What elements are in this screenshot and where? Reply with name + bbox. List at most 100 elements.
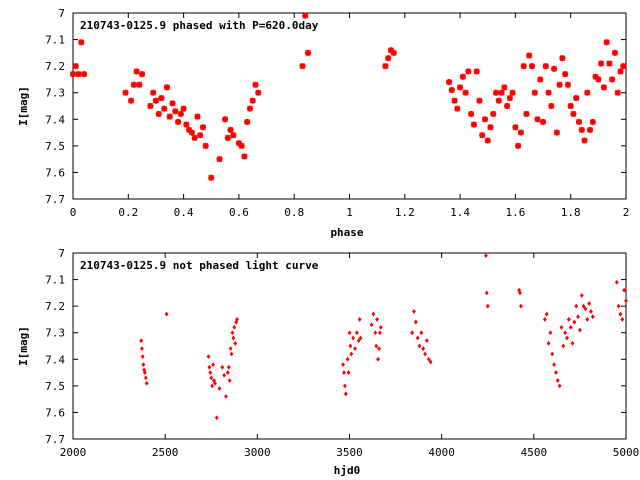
y-tick-label: 7.4	[45, 113, 65, 126]
data-point	[175, 118, 182, 125]
data-point	[468, 110, 475, 117]
data-point	[620, 317, 625, 322]
data-point	[512, 124, 519, 131]
data-point	[581, 303, 586, 309]
data-point	[211, 362, 216, 367]
y-tick-label: 7	[58, 247, 65, 260]
data-point	[553, 129, 560, 136]
data-point	[548, 103, 555, 109]
data-point	[556, 81, 563, 88]
data-point	[390, 49, 397, 56]
data-point	[343, 391, 348, 397]
data-point	[227, 126, 234, 133]
x-tick-label: 1.4	[450, 206, 470, 219]
y-tick-label: 7.2	[45, 300, 65, 313]
data-point	[574, 303, 579, 309]
data-point	[214, 415, 219, 421]
chart-panel-phased: 0 0.2 0.4 0.6 0.8 1 1.2 1.4 1.6 1.8 2 7 7.1 7.2 7.3 7.4…	[17, 7, 629, 239]
data-point	[382, 63, 389, 70]
data-point	[348, 343, 353, 349]
data-point	[587, 301, 592, 306]
data-point	[576, 314, 580, 320]
x-tick-label: 1	[346, 206, 353, 219]
x-tick-label: 1.2	[395, 206, 415, 219]
x-axis-label: hjd0	[334, 464, 361, 477]
data-point	[465, 68, 472, 75]
data-point	[354, 330, 359, 336]
data-point	[581, 137, 588, 144]
data-point	[347, 330, 352, 336]
data-point	[564, 81, 571, 88]
data-point	[575, 118, 582, 125]
x-tick-label: 2000	[60, 446, 87, 459]
data-point	[142, 367, 147, 373]
data-point	[518, 290, 522, 296]
data-point	[345, 356, 350, 362]
data-point	[241, 153, 248, 160]
data-point	[451, 97, 458, 104]
data-point	[490, 110, 497, 117]
data-point	[622, 287, 627, 293]
data-point	[526, 52, 533, 59]
data-point	[155, 110, 162, 117]
data-point	[537, 76, 544, 83]
data-point	[523, 110, 530, 117]
x-tick-label: 0.4	[174, 206, 194, 219]
data-point	[302, 12, 309, 19]
x-tick-label: 1.8	[561, 206, 581, 219]
y-axis-label: I[mag]	[17, 86, 30, 126]
data-point	[473, 68, 480, 75]
data-point	[531, 89, 538, 96]
data-point	[589, 118, 596, 125]
x-tick-label: 0.2	[118, 206, 138, 219]
data-point	[579, 293, 584, 298]
data-point	[483, 253, 488, 259]
data-point	[81, 71, 88, 78]
data-points	[70, 12, 627, 181]
y-tick-label: 7.3	[45, 87, 65, 100]
data-point	[585, 317, 590, 322]
data-point	[349, 351, 354, 357]
data-point	[206, 354, 211, 360]
data-point	[164, 311, 169, 317]
data-point	[540, 118, 547, 125]
x-tick-label: 2	[623, 206, 630, 219]
data-point	[620, 63, 627, 70]
data-point	[583, 306, 588, 312]
data-point	[230, 132, 237, 139]
data-point	[515, 142, 522, 149]
plot-frame	[72, 12, 627, 200]
data-point	[143, 375, 148, 381]
y-axis-label: I[mag]	[17, 326, 30, 366]
data-point	[378, 325, 383, 330]
data-point	[224, 134, 231, 141]
data-point	[551, 65, 558, 72]
data-point	[227, 378, 232, 383]
data-point	[183, 121, 190, 128]
data-point	[565, 335, 569, 341]
data-point	[568, 325, 573, 330]
x-tick-label: 4000	[428, 446, 455, 459]
data-point	[614, 279, 619, 285]
data-point	[358, 335, 363, 341]
data-point	[570, 340, 575, 346]
data-point	[485, 303, 490, 309]
axis-ticks: 2000 2500 3000 3500 4000 4500 5000 7 7.1 7.2 7.3 7.…	[45, 247, 639, 459]
data-point	[128, 97, 135, 104]
y-tick-label: 7.7	[45, 433, 65, 446]
data-point	[517, 129, 524, 136]
data-point	[493, 89, 500, 96]
data-point	[158, 95, 165, 102]
data-point	[191, 134, 198, 141]
data-point	[566, 317, 571, 322]
data-point	[139, 71, 146, 78]
data-point	[584, 89, 591, 96]
data-point	[252, 81, 259, 88]
x-tick-label: 0.8	[284, 206, 304, 219]
y-tick-label: 7.2	[45, 60, 65, 73]
data-point	[542, 63, 549, 70]
data-point	[220, 364, 225, 370]
data-point	[351, 335, 356, 341]
data-point	[164, 84, 171, 91]
